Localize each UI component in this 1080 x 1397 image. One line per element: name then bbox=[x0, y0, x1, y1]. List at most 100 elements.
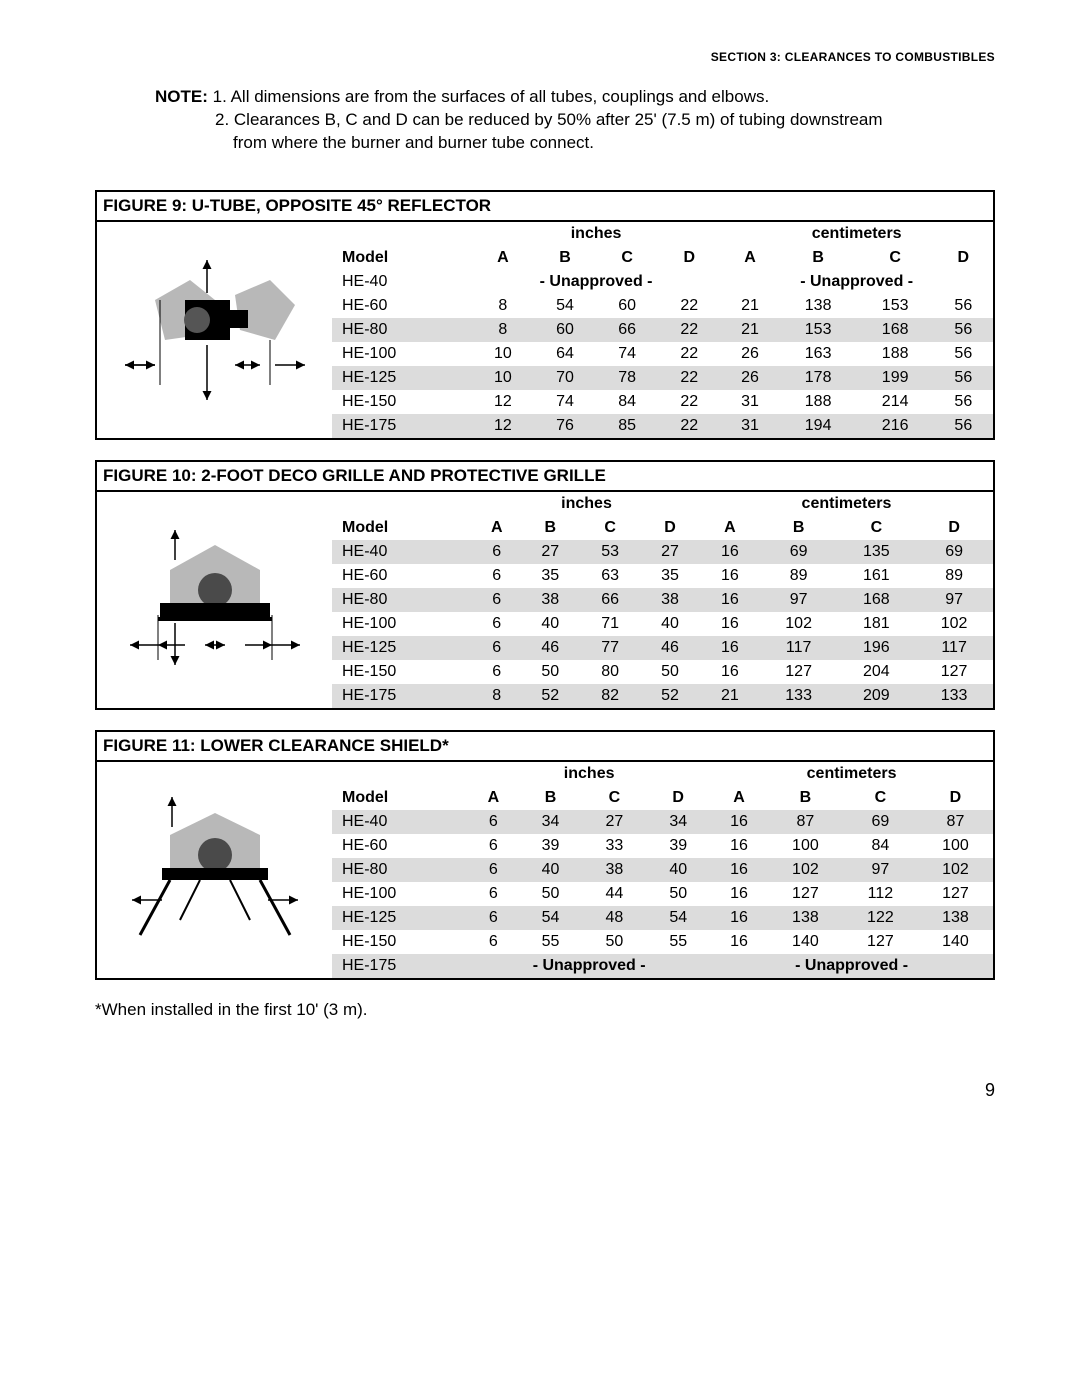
figure-10: FIGURE 10: 2-FOOT DECO GRILLE AND PROTEC… bbox=[95, 460, 995, 710]
col-head: D bbox=[918, 786, 993, 810]
data-cell: 8 bbox=[472, 318, 534, 342]
table-row: HE-125107078222617819956 bbox=[332, 366, 993, 390]
figure-10-table: inchescentimetersModelABCDABCDHE-4062753… bbox=[332, 492, 993, 708]
data-cell: 6 bbox=[468, 858, 518, 882]
data-cell: 127 bbox=[768, 882, 843, 906]
col-head: D bbox=[646, 786, 710, 810]
data-cell: 100 bbox=[768, 834, 843, 858]
data-cell: 16 bbox=[710, 810, 768, 834]
model-cell: HE-80 bbox=[332, 318, 472, 342]
col-head: B bbox=[519, 786, 583, 810]
data-cell: 35 bbox=[640, 564, 700, 588]
data-cell: 50 bbox=[519, 882, 583, 906]
data-cell: 199 bbox=[857, 366, 934, 390]
data-cell: 54 bbox=[519, 906, 583, 930]
data-cell: 6 bbox=[473, 588, 520, 612]
figure-title: FIGURE 11: LOWER CLEARANCE SHIELD* bbox=[97, 732, 993, 762]
figure-11-diagram bbox=[97, 762, 332, 978]
note-label: NOTE: bbox=[155, 87, 208, 106]
page-number: 9 bbox=[95, 1080, 995, 1101]
col-head: C bbox=[857, 246, 934, 270]
unit-cm: centimeters bbox=[700, 492, 993, 516]
data-cell: 138 bbox=[768, 906, 843, 930]
data-cell: 50 bbox=[646, 882, 710, 906]
data-cell: 34 bbox=[519, 810, 583, 834]
data-cell: 53 bbox=[580, 540, 640, 564]
data-cell: 16 bbox=[700, 660, 760, 684]
table-row: HE-606356335168916189 bbox=[332, 564, 993, 588]
data-cell: 71 bbox=[580, 612, 640, 636]
col-head: C bbox=[596, 246, 658, 270]
data-cell: 16 bbox=[710, 882, 768, 906]
data-cell: 46 bbox=[640, 636, 700, 660]
data-cell: 89 bbox=[915, 564, 993, 588]
data-cell: 50 bbox=[640, 660, 700, 684]
data-cell: 102 bbox=[915, 612, 993, 636]
table-row: HE-6085460222113815356 bbox=[332, 294, 993, 318]
data-cell: 56 bbox=[934, 390, 993, 414]
data-cell: 40 bbox=[520, 612, 580, 636]
unit-cm: centimeters bbox=[720, 222, 993, 246]
data-cell: 22 bbox=[658, 390, 720, 414]
data-cell: 40 bbox=[640, 612, 700, 636]
table-row: HE-150127484223118821456 bbox=[332, 390, 993, 414]
model-cell: HE-60 bbox=[332, 834, 468, 858]
data-cell: 44 bbox=[582, 882, 646, 906]
model-cell: HE-80 bbox=[332, 588, 473, 612]
data-cell: 27 bbox=[520, 540, 580, 564]
col-head: A bbox=[473, 516, 520, 540]
data-cell: 38 bbox=[640, 588, 700, 612]
data-cell: 168 bbox=[837, 588, 915, 612]
data-cell: 97 bbox=[760, 588, 838, 612]
col-head: B bbox=[768, 786, 843, 810]
data-cell: 6 bbox=[473, 564, 520, 588]
data-cell: 102 bbox=[768, 858, 843, 882]
model-cell: HE-125 bbox=[332, 636, 473, 660]
model-cell: HE-150 bbox=[332, 660, 473, 684]
data-cell: 204 bbox=[837, 660, 915, 684]
col-head: C bbox=[837, 516, 915, 540]
data-cell: 56 bbox=[934, 318, 993, 342]
unapproved-cell: - Unapproved - bbox=[720, 270, 993, 294]
data-cell: 16 bbox=[700, 636, 760, 660]
data-cell: 50 bbox=[520, 660, 580, 684]
data-cell: 38 bbox=[520, 588, 580, 612]
model-cell: HE-150 bbox=[332, 390, 472, 414]
figure-9-diagram bbox=[97, 222, 332, 438]
data-cell: 16 bbox=[710, 858, 768, 882]
data-cell: 34 bbox=[646, 810, 710, 834]
data-cell: 100 bbox=[918, 834, 993, 858]
col-head: B bbox=[534, 246, 596, 270]
table-row: HE-806386638169716897 bbox=[332, 588, 993, 612]
data-cell: 60 bbox=[596, 294, 658, 318]
data-cell: 10 bbox=[472, 366, 534, 390]
data-cell: 26 bbox=[720, 342, 779, 366]
data-cell: 55 bbox=[646, 930, 710, 954]
col-head: A bbox=[710, 786, 768, 810]
data-cell: 6 bbox=[473, 612, 520, 636]
data-cell: 46 bbox=[520, 636, 580, 660]
col-head: B bbox=[520, 516, 580, 540]
data-cell: 69 bbox=[915, 540, 993, 564]
model-cell: HE-40 bbox=[332, 540, 473, 564]
data-cell: 133 bbox=[915, 684, 993, 708]
data-cell: 16 bbox=[700, 540, 760, 564]
data-cell: 196 bbox=[837, 636, 915, 660]
data-cell: 16 bbox=[710, 906, 768, 930]
section-num: SECTION 3: bbox=[711, 50, 785, 64]
data-cell: 194 bbox=[780, 414, 857, 438]
data-cell: 6 bbox=[468, 810, 518, 834]
data-cell: 40 bbox=[519, 858, 583, 882]
data-cell: 21 bbox=[700, 684, 760, 708]
col-head: A bbox=[468, 786, 518, 810]
note-block: NOTE: 1. All dimensions are from the sur… bbox=[155, 86, 995, 155]
table-row: HE-100650445016127112127 bbox=[332, 882, 993, 906]
data-cell: 56 bbox=[934, 414, 993, 438]
data-cell: 77 bbox=[580, 636, 640, 660]
model-cell: HE-175 bbox=[332, 954, 468, 978]
data-cell: 60 bbox=[534, 318, 596, 342]
data-cell: 188 bbox=[780, 390, 857, 414]
col-head: C bbox=[843, 786, 918, 810]
note-line-a: 1. All dimensions are from the surfaces … bbox=[213, 87, 770, 106]
data-cell: 27 bbox=[640, 540, 700, 564]
